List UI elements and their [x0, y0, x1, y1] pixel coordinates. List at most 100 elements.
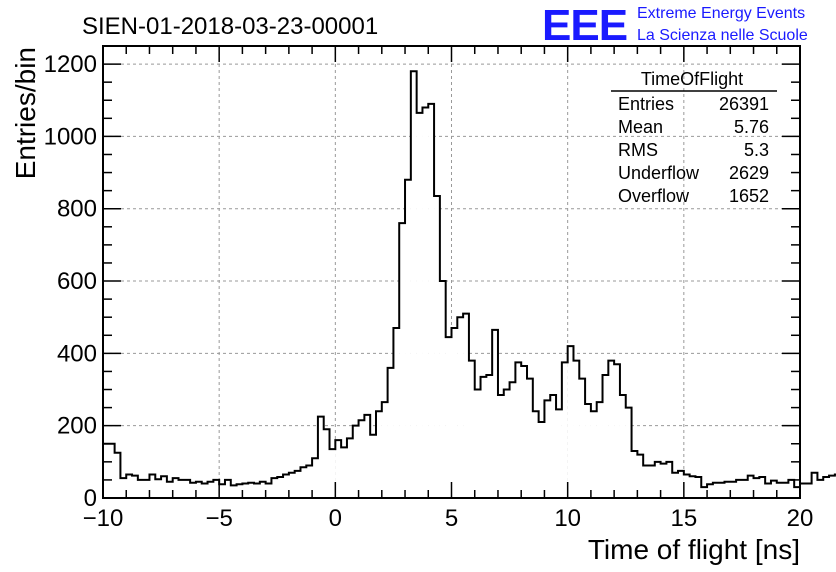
histogram-bin: [451, 328, 458, 498]
logo-line-2: La Scienza nelle Scuole: [637, 27, 808, 44]
histogram-bin: [701, 487, 708, 498]
x-tick-label: 15: [670, 505, 697, 532]
histogram-bin: [631, 450, 638, 498]
stats-value-underflow: 2629: [729, 163, 769, 183]
histogram-bin: [224, 479, 231, 498]
histogram-bin: [248, 482, 255, 498]
histogram-bin: [335, 440, 342, 498]
histogram-bin: [294, 470, 301, 498]
histogram-bin: [492, 329, 498, 498]
histogram-bin: [352, 425, 359, 498]
histogram-bin: [683, 474, 690, 498]
histogram-bin: [695, 477, 702, 498]
histogram-bin: [811, 472, 818, 498]
histogram-bin: [259, 481, 266, 498]
histogram-bin: [190, 482, 196, 498]
histogram-bin: [579, 378, 586, 498]
histogram-bin: [521, 366, 528, 498]
histogram-bin: [207, 481, 214, 498]
histogram-bin: [538, 422, 545, 498]
histogram-bin: [480, 376, 487, 498]
histogram-bin: [375, 411, 382, 498]
histogram-bin: [497, 394, 504, 498]
stats-label-overflow: Overflow: [618, 186, 690, 206]
histogram-bin: [161, 476, 167, 498]
histogram-bin: [788, 479, 795, 498]
histogram-bin: [132, 475, 138, 498]
histogram-bin: [800, 483, 806, 498]
histogram-bin: [759, 477, 766, 498]
histogram-outline: [103, 70, 836, 489]
histogram-bin: [776, 482, 783, 498]
histogram-bin: [614, 364, 620, 498]
histogram-bin: [265, 483, 272, 498]
histogram-bin: [137, 479, 144, 498]
histogram-bin: [794, 487, 800, 498]
histogram-bin: [416, 112, 423, 499]
histogram-bin: [486, 375, 493, 498]
histogram-bin: [509, 382, 516, 498]
histogram-bin: [405, 179, 411, 499]
histogram-bin: [230, 485, 237, 498]
histogram-bin: [364, 414, 371, 498]
stats-label-entries: Entries: [618, 94, 674, 114]
x-tick-label: −5: [205, 505, 232, 532]
y-tick-label: 1000: [44, 123, 97, 150]
x-axis-title: Time of flight [ns]: [588, 534, 800, 565]
logo-line-1: Extreme Energy Events: [637, 5, 805, 22]
histogram-bin: [747, 475, 754, 498]
histogram-bin: [660, 463, 667, 498]
histogram-bin: [753, 478, 760, 498]
y-tick-label: 200: [57, 413, 97, 440]
histogram-bin: [166, 481, 173, 498]
histogram-bin: [619, 394, 626, 498]
stats-value-rms: 5.3: [744, 140, 769, 160]
histogram-bin: [178, 479, 185, 498]
histogram-bin: [602, 375, 609, 498]
histogram-bin: [585, 403, 591, 498]
histogram-bin: [527, 378, 533, 498]
histogram-bin: [439, 281, 446, 498]
histogram-bin: [637, 454, 644, 498]
histogram-bin: [544, 400, 551, 498]
histogram-bin: [590, 411, 597, 498]
histogram-bin: [346, 438, 353, 498]
histogram-bin: [654, 461, 661, 498]
eee-logo: EEE Extreme Energy Events La Scienza nel…: [542, 1, 808, 50]
histogram-bin: [724, 481, 731, 498]
y-tick-label: 600: [57, 268, 97, 295]
histogram-bin: [120, 478, 127, 498]
histogram-bin: [103, 443, 109, 498]
x-tick-label: 20: [787, 505, 814, 532]
histogram-bin: [172, 478, 179, 498]
histogram-bin: [242, 483, 249, 498]
histogram-bin: [730, 481, 737, 498]
histogram-bin: [550, 394, 557, 498]
histogram-bin: [463, 313, 469, 498]
histogram-bin: [149, 474, 156, 498]
histogram-bin: [643, 465, 649, 498]
histogram-bin: [718, 482, 725, 498]
stats-box-title: TimeOfFlight: [641, 69, 743, 89]
histogram-bin: [312, 458, 318, 498]
chart-title: SIEN-01-2018-03-23-00001: [82, 13, 378, 40]
histogram-bin: [428, 103, 435, 498]
histogram-bin: [782, 482, 789, 498]
histogram-bin: [434, 196, 440, 498]
histogram-bin: [201, 483, 208, 498]
histogram-bin: [503, 389, 510, 498]
histogram-bin: [393, 328, 400, 498]
histogram-bin: [387, 367, 394, 498]
histogram-series: [103, 70, 836, 499]
histogram-bin: [195, 481, 202, 498]
histogram-bin: [370, 434, 376, 498]
histogram-bin: [277, 477, 284, 498]
histogram-bin: [829, 475, 835, 498]
histogram-bin: [300, 467, 307, 498]
histogram-bin: [765, 483, 771, 498]
stats-value-mean: 5.76: [734, 117, 769, 137]
histogram-bin: [254, 483, 260, 498]
histogram-bin: [823, 477, 830, 498]
histogram-bin: [666, 461, 673, 498]
